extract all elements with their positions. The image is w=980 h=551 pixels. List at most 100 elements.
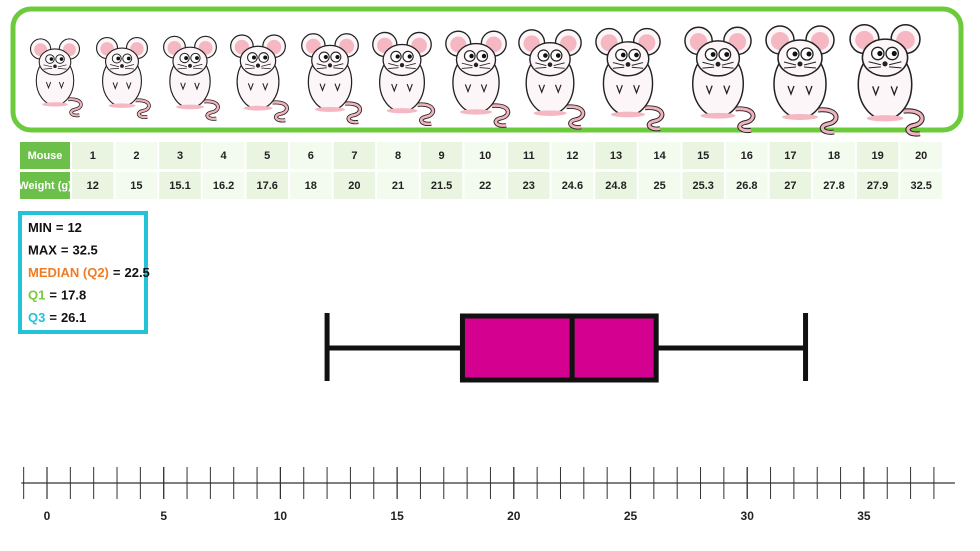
stat-value: 22.5 xyxy=(124,265,149,280)
table-cell xyxy=(464,172,506,199)
mouse-tail-inner xyxy=(491,104,510,127)
mouse-pupil xyxy=(543,53,548,58)
mouse-nose xyxy=(255,63,261,68)
stat-separator: = xyxy=(61,243,69,258)
mouse-paws xyxy=(705,85,731,96)
mouse xyxy=(96,37,151,119)
table-cell xyxy=(246,172,288,199)
mouse-paws xyxy=(180,82,200,91)
table-cell xyxy=(159,142,201,169)
cell-text: 11 xyxy=(523,150,535,162)
cell-text: 17.6 xyxy=(256,180,277,192)
cell-text: 32.5 xyxy=(910,180,931,192)
cell-text: 27 xyxy=(784,180,796,192)
mouse-head xyxy=(777,39,823,77)
mouse-tail-inner xyxy=(566,105,585,129)
cell-text: 23 xyxy=(523,180,535,192)
table-cell xyxy=(290,172,332,199)
mouse-tail-inner xyxy=(417,103,435,126)
mouse-feet xyxy=(315,106,345,112)
mouse-pupil xyxy=(620,52,626,58)
mouse-pupil xyxy=(195,56,199,60)
mouse-feet xyxy=(42,102,68,107)
mouse xyxy=(230,34,289,123)
mouse-pupil xyxy=(395,54,400,59)
mouse-feet xyxy=(866,115,904,122)
cell-text: 21.5 xyxy=(431,180,452,192)
stat-separator: = xyxy=(56,220,64,235)
table-cell xyxy=(726,142,768,169)
mouse-nose xyxy=(797,61,803,67)
mouse-head xyxy=(172,46,208,76)
table-cell xyxy=(813,172,855,199)
mouse-tail-inner xyxy=(272,101,289,122)
mouse-tail-inner xyxy=(67,98,82,117)
mouse-pupil xyxy=(710,52,716,57)
table-cell xyxy=(508,172,550,199)
table-cell xyxy=(115,172,158,199)
table-cell xyxy=(246,142,288,169)
cell-text: 3 xyxy=(177,150,183,162)
stat-line: MIN = 12 xyxy=(28,220,82,235)
mouse-feet xyxy=(782,114,818,120)
mouse-feet xyxy=(533,110,567,116)
mouse-feet xyxy=(243,105,273,111)
stat-value: 32.5 xyxy=(72,243,97,258)
table-cell xyxy=(420,172,463,199)
cell-text: 19 xyxy=(871,150,883,162)
mouse-whiskers xyxy=(868,61,902,69)
cell-text: 25 xyxy=(653,180,665,192)
table-cell xyxy=(682,172,724,199)
table-cell xyxy=(856,142,899,169)
cell-text: 12 xyxy=(87,180,99,192)
stat-label: Q1 xyxy=(28,288,45,303)
mouse-pupil xyxy=(877,50,883,57)
cell-text: 4 xyxy=(221,150,228,162)
mouse-nose xyxy=(882,61,888,67)
cell-text: 17 xyxy=(784,150,796,162)
mouse xyxy=(518,29,586,130)
mouse xyxy=(595,27,665,132)
mouse-pupil xyxy=(806,51,812,57)
mouse-nose xyxy=(473,62,479,68)
mouse-paws xyxy=(872,86,898,97)
mouse-whiskers xyxy=(43,64,67,70)
x-tick-label: 5 xyxy=(160,509,167,523)
cell-text: 10 xyxy=(479,150,491,162)
mouse-head xyxy=(239,45,277,76)
mouse-pupil xyxy=(724,52,730,57)
mouse-feet xyxy=(176,104,204,110)
table-cell xyxy=(290,142,332,169)
x-tick-label: 35 xyxy=(857,509,871,523)
mouse-feet xyxy=(108,103,136,108)
cell-text: 2 xyxy=(133,150,139,162)
cell-text: 12 xyxy=(566,150,578,162)
x-tick-label: 25 xyxy=(624,509,638,523)
table-cell xyxy=(72,172,114,199)
cell-text: 15 xyxy=(697,150,709,162)
table-cell xyxy=(769,172,812,199)
mouse-whiskers xyxy=(535,62,565,69)
table-cell xyxy=(115,142,158,169)
table-cell xyxy=(595,142,637,169)
mouse xyxy=(163,35,220,121)
table-cell xyxy=(464,142,506,169)
row-header: Mouse xyxy=(28,150,63,162)
mouse-whiskers xyxy=(316,63,344,70)
mouse-tail-inner xyxy=(203,100,220,120)
mouse-pupil xyxy=(891,50,897,57)
cell-text: 8 xyxy=(395,150,401,162)
table-cell xyxy=(682,142,724,169)
cell-text: 6 xyxy=(308,150,314,162)
mouse-head xyxy=(861,38,909,77)
mouse-pupil xyxy=(59,57,64,61)
mouse-nose xyxy=(53,64,57,69)
mouse-pupil xyxy=(116,56,121,61)
mouse-pupil xyxy=(263,55,268,60)
cell-text: 16.2 xyxy=(213,180,234,192)
stat-line: MAX = 32.5 xyxy=(28,243,98,258)
stats-box xyxy=(18,211,148,334)
